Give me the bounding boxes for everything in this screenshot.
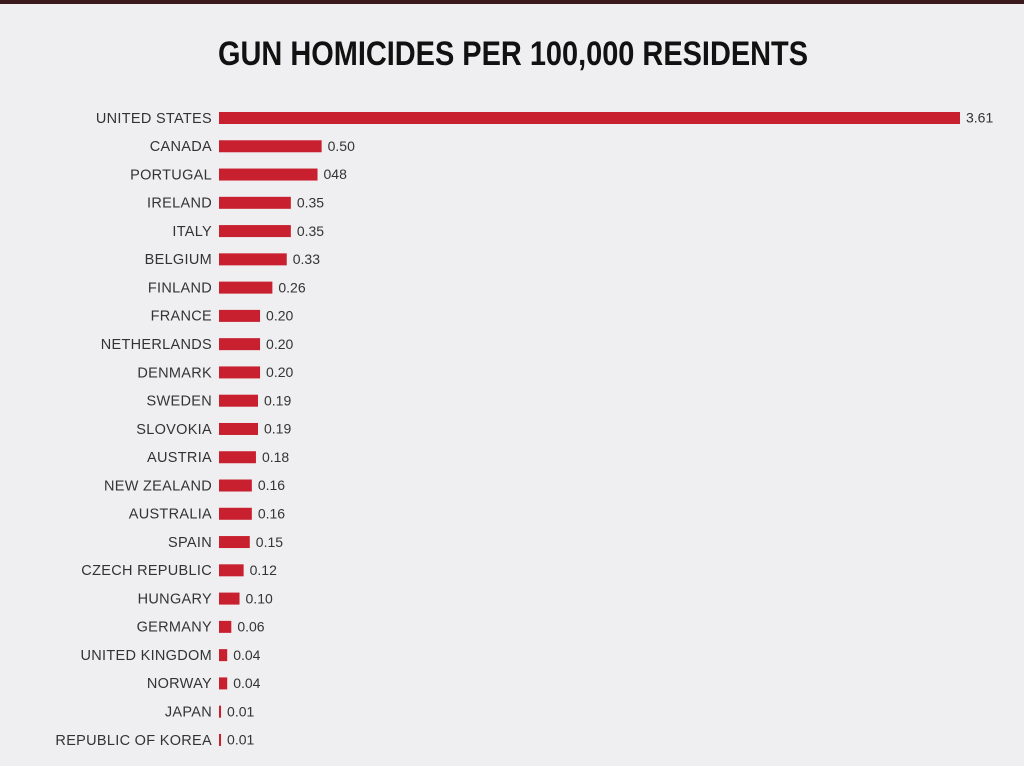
category-label: SLOVOKIA xyxy=(136,422,212,438)
value-label: 0.20 xyxy=(266,336,293,352)
value-label: 0.01 xyxy=(227,703,254,719)
bar xyxy=(219,677,228,690)
value-label: 048 xyxy=(324,166,348,182)
bar xyxy=(219,649,228,662)
value-label: 0.20 xyxy=(266,364,293,380)
bar xyxy=(219,309,261,322)
value-label: 3.61 xyxy=(966,110,993,126)
category-label: FINLAND xyxy=(148,280,212,296)
bar xyxy=(219,168,318,181)
category-label: UNITED STATES xyxy=(96,111,212,127)
bar xyxy=(219,338,261,351)
category-label: ITALY xyxy=(172,224,212,240)
value-label: 0.26 xyxy=(278,279,305,295)
category-label: CZECH REPUBLIC xyxy=(81,563,212,579)
value-label: 0.35 xyxy=(297,223,324,239)
value-label: 0.15 xyxy=(256,534,283,550)
category-label: AUSTRALIA xyxy=(129,507,212,523)
value-label: 0.19 xyxy=(264,421,291,437)
bar xyxy=(219,112,960,124)
category-label: NETHERLANDS xyxy=(101,337,212,353)
category-label: NEW ZEALAND xyxy=(104,478,212,494)
value-label: 0.01 xyxy=(227,732,254,748)
category-label: JAPAN xyxy=(165,704,212,720)
value-label: 0.50 xyxy=(328,138,355,154)
bar xyxy=(219,705,222,718)
category-label: BELGIUM xyxy=(145,252,212,268)
value-label: 0.35 xyxy=(297,195,324,211)
value-label: 0.16 xyxy=(258,505,285,521)
category-label: UNITED KINGDOM xyxy=(81,648,212,664)
category-label: HUNGARY xyxy=(138,591,212,607)
bar xyxy=(219,422,258,435)
bar xyxy=(219,507,252,520)
value-label: 0.10 xyxy=(246,590,273,606)
chart-title: GUN HOMICIDES PER 100,000 RESIDENTS xyxy=(218,35,808,73)
bar xyxy=(219,536,250,549)
bar xyxy=(219,451,256,464)
category-label: DENMARK xyxy=(137,365,212,381)
category-label: CANADA xyxy=(150,139,212,155)
category-label: SWEDEN xyxy=(147,394,212,410)
bar xyxy=(219,479,252,492)
category-label: IRELAND xyxy=(147,196,212,212)
bar xyxy=(219,733,222,746)
category-label: REPUBLIC OF KOREA xyxy=(55,733,212,749)
value-label: 0.04 xyxy=(233,675,260,691)
bar xyxy=(219,366,261,379)
value-label: 0.18 xyxy=(262,449,289,465)
category-label: NORWAY xyxy=(147,676,212,692)
bar xyxy=(219,281,273,294)
value-label: 0.06 xyxy=(237,619,264,635)
category-label: FRANCE xyxy=(151,309,212,325)
category-label: PORTUGAL xyxy=(130,167,212,183)
value-label: 0.04 xyxy=(233,647,260,663)
bar xyxy=(219,394,258,407)
value-label: 0.33 xyxy=(293,251,320,267)
category-label: GERMANY xyxy=(137,620,212,636)
value-label: 0.20 xyxy=(266,308,293,324)
bar xyxy=(219,564,244,577)
category-label: SPAIN xyxy=(168,535,212,551)
top-border xyxy=(0,0,1024,4)
bar xyxy=(219,196,291,209)
category-label: AUSTRIA xyxy=(147,450,212,466)
bar xyxy=(219,225,291,238)
bar xyxy=(219,620,232,633)
value-label: 0.19 xyxy=(264,392,291,408)
value-label: 0.12 xyxy=(250,562,277,578)
bar xyxy=(219,253,287,266)
bar xyxy=(219,140,322,153)
bar xyxy=(219,592,240,605)
value-label: 0.16 xyxy=(258,477,285,493)
